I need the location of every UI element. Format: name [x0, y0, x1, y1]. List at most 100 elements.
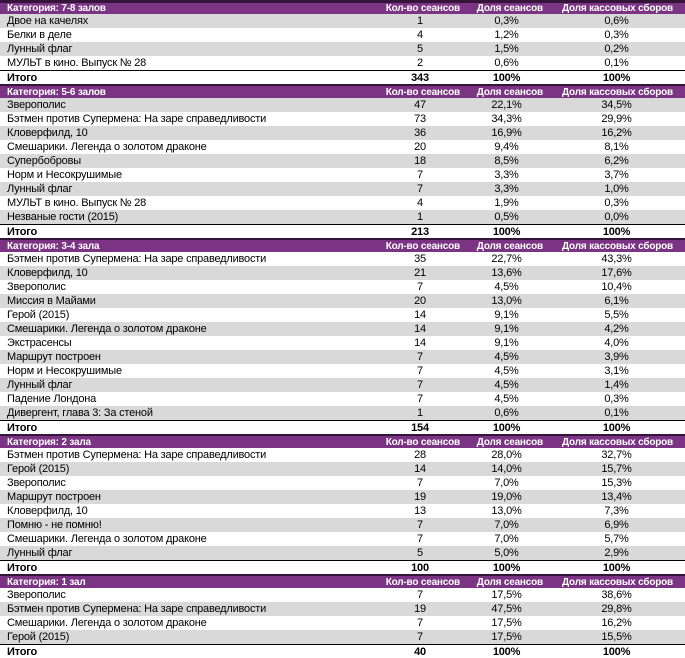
- boxoffice-share-cell: 1,4%: [604, 379, 629, 391]
- total-boxoffice-share-cell: 100%: [602, 645, 631, 658]
- sessions-share-cell: 17,5%: [491, 617, 522, 629]
- sessions-share-cell: 4,5%: [494, 281, 519, 293]
- boxoffice-share-cell: 0,3%: [604, 393, 629, 405]
- movie-title-cell: Супербобровы: [7, 155, 81, 167]
- table-row: Дивергент, глава 3: За стеной 1 0,6% 0,1%: [0, 406, 685, 420]
- total-sessions-cell: 40: [414, 645, 426, 658]
- sessions-share-cell: 9,1%: [494, 309, 519, 321]
- table-row: Зверополис 7 4,5% 10,4%: [0, 280, 685, 294]
- section-header: Категория: 2 зала Кол-во сеансов Доля сеан…: [0, 434, 685, 448]
- movie-title-cell: Помню - не помню!: [7, 519, 102, 531]
- total-sessions-share-cell: 100%: [492, 561, 521, 574]
- col-header-share-sessions: Доля сеансов: [476, 240, 543, 252]
- movie-title-cell: Смешарики. Легенда о золотом драконе: [7, 533, 207, 545]
- boxoffice-share-cell: 0,1%: [604, 57, 629, 69]
- col-header-share-sessions: Доля сеансов: [476, 436, 543, 448]
- movie-title-cell: МУЛЬТ в кино. Выпуск № 28: [7, 197, 147, 209]
- movie-title-cell: Маршрут построен: [7, 351, 101, 363]
- col-header-sessions: Кол-во сеансов: [385, 3, 460, 14]
- table-row: Белки в деле 4 1,2% 0,3%: [0, 28, 685, 42]
- movie-title-cell: Незваные гости (2015): [7, 211, 119, 223]
- boxoffice-share-cell: 6,2%: [604, 155, 629, 167]
- boxoffice-share-cell: 29,8%: [601, 603, 632, 615]
- movie-title-cell: Зверополис: [7, 281, 66, 293]
- boxoffice-share-cell: 4,0%: [604, 337, 629, 349]
- total-boxoffice-share-cell: 100%: [602, 421, 631, 434]
- category-label: Категория: 2 зала: [7, 436, 91, 448]
- total-sessions-share-cell: 100%: [492, 71, 521, 84]
- sessions-count-cell: 35: [414, 253, 426, 265]
- total-label-cell: Итого: [7, 645, 38, 658]
- movie-title-cell: Кловерфилд, 10: [7, 505, 88, 517]
- category-label: Категория: 3-4 зала: [7, 240, 100, 252]
- col-header-sessions: Кол-во сеансов: [385, 86, 460, 98]
- boxoffice-share-cell: 43,3%: [601, 253, 632, 265]
- movie-title-cell: Герой (2015): [7, 309, 70, 321]
- sessions-share-cell: 17,5%: [491, 631, 522, 643]
- table-row: Смешарики. Легенда о золотом драконе 14 9,…: [0, 322, 685, 336]
- movie-title-cell: Двое на качелях: [7, 15, 88, 27]
- table-row: Незваные гости (2015) 1 0,5% 0,0%: [0, 210, 685, 224]
- table-row: Зверополис 7 17,5% 38,6%: [0, 588, 685, 602]
- boxoffice-share-cell: 3,9%: [604, 351, 629, 363]
- sessions-share-cell: 22,7%: [491, 253, 522, 265]
- boxoffice-share-cell: 0,1%: [604, 407, 629, 419]
- sessions-count-cell: 7: [417, 183, 423, 195]
- boxoffice-share-cell: 7,3%: [604, 505, 629, 517]
- table-row: Норм и Несокрушимые 7 4,5% 3,1%: [0, 364, 685, 378]
- sessions-share-cell: 4,5%: [494, 379, 519, 391]
- table-row: Норм и Несокрушимые 7 3,3% 3,7%: [0, 168, 685, 182]
- sessions-count-cell: 1: [417, 407, 423, 419]
- table-row: Двое на качелях 1 0,3% 0,6%: [0, 14, 685, 28]
- total-row: Итого 213 100% 100%: [0, 224, 685, 238]
- sessions-count-cell: 7: [417, 379, 423, 391]
- sessions-share-cell: 8,5%: [494, 155, 519, 167]
- boxoffice-share-cell: 3,1%: [604, 365, 629, 377]
- movie-title-cell: Бэтмен против Супермена: На заре справед…: [7, 113, 267, 125]
- total-sessions-cell: 213: [411, 225, 429, 238]
- sessions-count-cell: 21: [414, 267, 426, 279]
- movie-title-cell: Лунный флаг: [7, 547, 73, 559]
- sessions-share-cell: 1,5%: [494, 43, 519, 55]
- sessions-share-cell: 3,3%: [494, 183, 519, 195]
- boxoffice-share-cell: 5,7%: [604, 533, 629, 545]
- sessions-share-cell: 14,0%: [491, 463, 522, 475]
- col-header-share-sessions: Доля сеансов: [476, 576, 543, 588]
- table-row: Бэтмен против Супермена: На заре справед…: [0, 112, 685, 126]
- col-header-share-boxoffice: Доля кассовых сборов: [562, 86, 673, 98]
- table-row: Лунный флаг 7 3,3% 1,0%: [0, 182, 685, 196]
- sessions-count-cell: 4: [417, 197, 423, 209]
- total-sessions-cell: 154: [411, 421, 429, 434]
- total-sessions-share-cell: 100%: [492, 645, 521, 658]
- movie-title-cell: Норм и Несокрушимые: [7, 169, 122, 181]
- col-header-share-sessions: Доля сеансов: [476, 3, 543, 14]
- sessions-count-cell: 7: [417, 589, 423, 601]
- sessions-count-cell: 7: [417, 169, 423, 181]
- sessions-share-cell: 3,3%: [494, 169, 519, 181]
- table-row: Лунный флаг 5 5,0% 2,9%: [0, 546, 685, 560]
- sessions-share-cell: 9,1%: [494, 337, 519, 349]
- sessions-count-cell: 4: [417, 29, 423, 41]
- movie-title-cell: Маршрут построен: [7, 491, 101, 503]
- movie-title-cell: Падение Лондона: [7, 393, 97, 405]
- sessions-share-cell: 9,4%: [494, 141, 519, 153]
- sessions-count-cell: 7: [417, 533, 423, 545]
- sessions-share-cell: 7,0%: [494, 533, 519, 545]
- table-row: Бэтмен против Супермена: На заре справед…: [0, 448, 685, 462]
- col-header-sessions: Кол-во сеансов: [385, 436, 460, 448]
- total-row: Итого 154 100% 100%: [0, 420, 685, 434]
- table-row: Миссия в Майами 20 13,0% 6,1%: [0, 294, 685, 308]
- movie-title-cell: Лунный флаг: [7, 183, 73, 195]
- sessions-count-cell: 5: [417, 547, 423, 559]
- movie-title-cell: Смешарики. Легенда о золотом драконе: [7, 323, 207, 335]
- total-sessions-share-cell: 100%: [492, 225, 521, 238]
- boxoffice-share-cell: 32,7%: [601, 449, 632, 461]
- boxoffice-share-cell: 15,3%: [601, 477, 632, 489]
- table-row: Помню - не помню! 7 7,0% 6,9%: [0, 518, 685, 532]
- category-label: Категория: 7-8 залов: [7, 3, 106, 14]
- boxoffice-share-cell: 0,3%: [604, 29, 629, 41]
- movie-title-cell: Дивергент, глава 3: За стеной: [7, 407, 153, 419]
- boxoffice-share-cell: 13,4%: [601, 491, 632, 503]
- boxoffice-share-cell: 0,0%: [604, 211, 629, 223]
- boxoffice-share-cell: 6,9%: [604, 519, 629, 531]
